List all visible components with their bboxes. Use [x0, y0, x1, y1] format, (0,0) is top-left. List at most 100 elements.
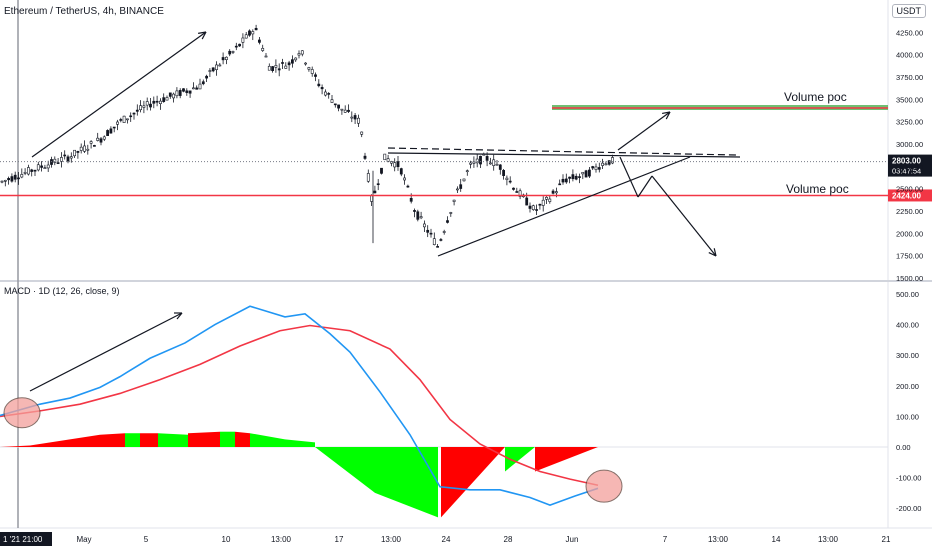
- price-tick-label: 2250.00: [896, 207, 923, 216]
- currency-button[interactable]: USDT: [891, 4, 926, 18]
- breakout-arrow-head[interactable]: [662, 111, 671, 115]
- candle-body: [152, 100, 156, 104]
- macd-tick-label: -100.00: [896, 474, 921, 483]
- candle-body: [554, 191, 558, 194]
- countdown-label: 03:47:54: [892, 167, 921, 176]
- candle-body: [383, 153, 387, 161]
- drawings-layer[interactable]: Volume poc Volume poc: [31, 31, 888, 257]
- candle-body: [96, 137, 100, 141]
- macd-histogram-bar: [220, 431, 235, 447]
- candle-body: [363, 155, 367, 159]
- candle-body: [455, 188, 459, 191]
- candle-body: [122, 115, 126, 123]
- bullish-cross-circle[interactable]: [3, 397, 41, 429]
- volume-poc-label-lower: Volume poc: [786, 182, 849, 196]
- candle-body: [347, 109, 350, 112]
- candle-body: [515, 191, 519, 193]
- breakdown-path[interactable]: [637, 175, 653, 198]
- candle-body: [406, 185, 410, 188]
- price-tick-label: 3000.00: [896, 140, 923, 149]
- candle-body: [564, 178, 568, 183]
- candle-body: [475, 158, 479, 164]
- candle-body: [241, 37, 245, 43]
- candle-body: [323, 91, 327, 96]
- candle-body: [531, 205, 535, 210]
- candle-body: [119, 119, 123, 121]
- candle-body: [248, 30, 251, 36]
- symbol-title[interactable]: Ethereum / TetherUS, 4h, BINANCE: [4, 6, 164, 17]
- triangle-top-dashed[interactable]: [387, 147, 737, 156]
- x-axis-ticks[interactable]: May 5 10 13:00 17 13:00 24 28 Jun 7 13:00 14 13:00 21…: [0, 532, 891, 546]
- uptrend-arrow[interactable]: [31, 31, 207, 158]
- uptrend-arrow-head[interactable]: [201, 31, 207, 40]
- candle-body: [129, 115, 133, 118]
- macd-tick-label: 100.00: [896, 412, 919, 421]
- candle-body: [568, 176, 572, 179]
- uptrend-arrow-head[interactable]: [198, 31, 207, 34]
- candle-body: [46, 164, 50, 169]
- triangle-top-line[interactable]: [387, 152, 741, 158]
- bearish-cross-circle[interactable]: [585, 469, 623, 503]
- price-tick-label: 3500.00: [896, 95, 923, 104]
- price-tick-label: 3250.00: [896, 118, 923, 127]
- macd-uptrend-arrow-head[interactable]: [176, 312, 183, 320]
- macd-uptrend-arrow[interactable]: [29, 312, 183, 392]
- candle-body: [409, 197, 413, 202]
- current-price-label: 2803.00: [892, 157, 921, 166]
- volume-poc-label-upper: Volume poc: [784, 90, 847, 104]
- candle-body: [327, 93, 331, 95]
- price-tick-label: 2500.00: [896, 185, 923, 194]
- breakout-arrow-head[interactable]: [665, 111, 671, 120]
- breakout-arrow[interactable]: [617, 111, 671, 151]
- candle-body: [228, 50, 232, 55]
- breakdown-arrow[interactable]: [651, 175, 717, 257]
- candle-body: [297, 53, 301, 56]
- price-tick-label: 3750.00: [896, 73, 923, 82]
- candle-body: [69, 156, 73, 159]
- candle-body: [205, 75, 209, 79]
- candle-body: [508, 180, 512, 183]
- macd-layer: [0, 305, 888, 518]
- macd-title[interactable]: MACD · 1D (12, 26, close, 9): [4, 286, 120, 296]
- breakdown-path[interactable]: [619, 156, 639, 198]
- candle-body: [366, 173, 370, 182]
- breakdown-arrow-head[interactable]: [708, 252, 717, 257]
- time-tick-label: 13:00: [818, 535, 839, 544]
- candle-body: [439, 239, 443, 241]
- triangle-bottom-line[interactable]: [437, 156, 691, 257]
- candle-body: [601, 162, 605, 166]
- time-tick-label: May: [76, 535, 91, 544]
- macd-histogram-bar: [30, 434, 100, 447]
- candle-body: [449, 212, 453, 214]
- candle-body: [337, 104, 341, 109]
- candle-body: [548, 198, 552, 202]
- candle-body: [356, 117, 360, 124]
- candle-body: [162, 97, 166, 102]
- candle-body: [370, 195, 374, 202]
- cursor-time-label: 1 '21 21:00: [3, 535, 43, 544]
- candle-body: [561, 178, 565, 183]
- candle-body: [436, 246, 440, 248]
- candle-body: [59, 157, 63, 162]
- time-tick-label: 7: [663, 535, 668, 544]
- candle-body: [535, 209, 539, 211]
- candle-body: [3, 180, 7, 182]
- candle-body: [135, 109, 139, 112]
- macd-tick-label: 400.00: [896, 321, 919, 330]
- macd-histogram-bar: [285, 439, 315, 447]
- breakdown-arrow-head[interactable]: [713, 248, 717, 257]
- candle-body: [376, 183, 380, 186]
- candle-body: [498, 164, 502, 170]
- candle-body: [221, 57, 225, 61]
- y-axis-ticks[interactable]: 4500.004250.004000.003750.003500.003250.…: [896, 6, 923, 513]
- candle-body: [502, 170, 506, 176]
- candle-body: [492, 159, 496, 166]
- candle-body: [446, 220, 449, 223]
- candle-body: [83, 145, 86, 152]
- candle-body: [416, 211, 420, 220]
- cursor-time-label-bg: [0, 532, 52, 546]
- candle-body: [244, 34, 248, 39]
- candle-body: [33, 169, 37, 172]
- candle-body: [172, 93, 176, 99]
